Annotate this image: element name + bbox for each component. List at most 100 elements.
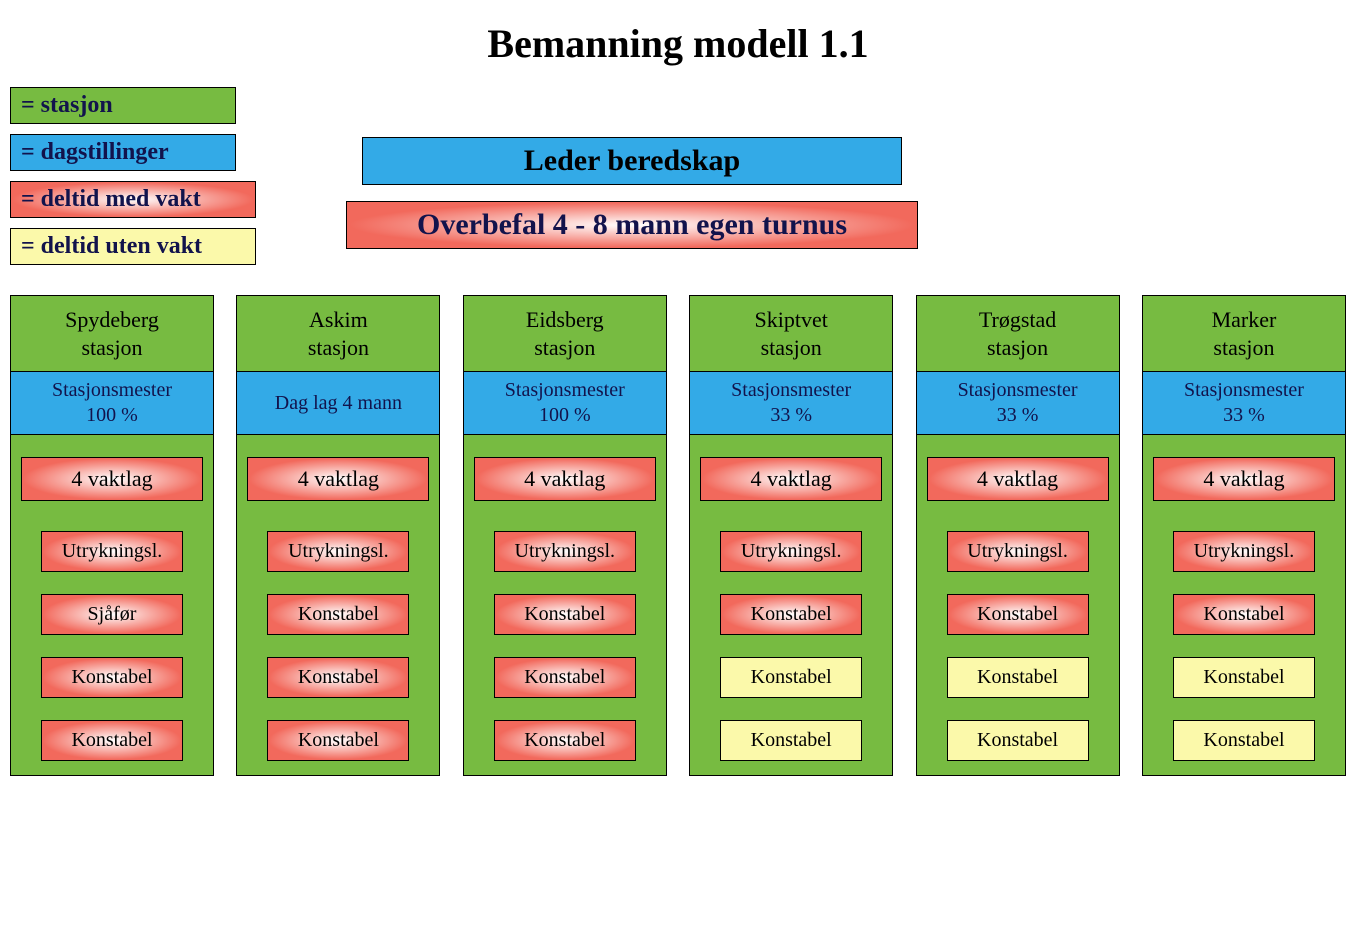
legend: = stasjon = dagstillinger = deltid med vak… [10,87,256,265]
role-box: Utrykningsl. [720,531,862,572]
role-box: Konstabel [947,720,1089,761]
roles-list: Utrykningsl. Konstabel Konstabel Konstabel [237,511,439,775]
role-box: Konstabel [720,657,862,698]
role-box: Konstabel [494,657,636,698]
station-name-line: Trøgstad [921,306,1115,334]
station-column: MarkerstasjonStasjonsmester33 %4 vaktlag… [1142,295,1346,776]
station-dag-line: 33 % [1147,403,1341,428]
roles-list: Utrykningsl. Konstabel Konstabel Konstabel [1143,511,1345,775]
roles-list: Utrykningsl. Konstabel Konstabel Konstabel [917,511,1119,775]
station-dag: Stasjonsmester33 % [917,371,1119,435]
header-box: Leder beredskap [362,137,902,185]
role-box: Konstabel [267,594,409,635]
station-name-line: stasjon [1147,334,1341,362]
vaktlag-box: 4 vaktlag [927,457,1109,501]
role-box: Konstabel [267,657,409,698]
station-dag-line: Stasjonsmester [694,378,888,403]
role-box: Konstabel [41,657,183,698]
role-box: Konstabel [720,720,862,761]
spacer [690,435,892,457]
station-header: Markerstasjon [1143,296,1345,371]
role-box: Utrykningsl. [1173,531,1315,572]
roles-list: Utrykningsl. Konstabel Konstabel Konstabel [464,511,666,775]
station-name-line: Eidsberg [468,306,662,334]
role-box: Utrykningsl. [41,531,183,572]
station-header: Spydebergstasjon [11,296,213,371]
station-name-line: Askim [241,306,435,334]
spacer [1143,435,1345,457]
vaktlag-box: 4 vaktlag [474,457,656,501]
spacer [237,435,439,457]
station-column: TrøgstadstasjonStasjonsmester33 %4 vaktl… [916,295,1120,776]
station-dag: Stasjonsmester100 % [11,371,213,435]
header-box: Overbefal 4 - 8 mann egen turnus [346,201,918,249]
spacer [11,435,213,457]
stations-row: SpydebergstasjonStasjonsmester100 %4 vak… [10,295,1346,776]
role-box: Konstabel [494,720,636,761]
station-dag-line: Stasjonsmester [468,378,662,403]
vaktlag-box: 4 vaktlag [21,457,203,501]
roles-list: Utrykningsl. Konstabel Konstabel Konstabel [690,511,892,775]
vaktlag-box: 4 vaktlag [700,457,882,501]
station-name-line: Skiptvet [694,306,888,334]
legend-item: = deltid uten vakt [10,228,256,265]
station-header: Askimstasjon [237,296,439,371]
station-name-line: Spydeberg [15,306,209,334]
top-area: = stasjon = dagstillinger = deltid med vak… [10,87,1346,265]
role-box: Konstabel [41,720,183,761]
station-name-line: stasjon [15,334,209,362]
station-column: EidsbergstasjonStasjonsmester100 %4 vakt… [463,295,667,776]
station-header: Trøgstadstasjon [917,296,1119,371]
vaktlag-wrap: 4 vaktlag [464,457,666,511]
page-title: Bemanning modell 1.1 [10,20,1346,67]
legend-item: = dagstillinger [10,134,236,171]
legend-item: = stasjon [10,87,236,124]
station-dag-line: 33 % [694,403,888,428]
vaktlag-wrap: 4 vaktlag [690,457,892,511]
station-dag-line: Stasjonsmester [15,378,209,403]
station-dag: Dag lag 4 mann [237,371,439,435]
role-box: Konstabel [267,720,409,761]
vaktlag-wrap: 4 vaktlag [1143,457,1345,511]
vaktlag-box: 4 vaktlag [247,457,429,501]
vaktlag-wrap: 4 vaktlag [917,457,1119,511]
vaktlag-wrap: 4 vaktlag [237,457,439,511]
station-header: Eidsbergstasjon [464,296,666,371]
vaktlag-box: 4 vaktlag [1153,457,1335,501]
spacer [464,435,666,457]
station-dag: Stasjonsmester33 % [690,371,892,435]
station-dag-line: Dag lag 4 mann [241,391,435,416]
station-dag-line: 100 % [468,403,662,428]
station-name-line: stasjon [694,334,888,362]
roles-list: Utrykningsl. Sjåfør Konstabel Konstabel [11,511,213,775]
station-column: SpydebergstasjonStasjonsmester100 %4 vak… [10,295,214,776]
vaktlag-wrap: 4 vaktlag [11,457,213,511]
station-dag-line: Stasjonsmester [1147,378,1341,403]
role-box: Utrykningsl. [494,531,636,572]
role-box: Sjåfør [41,594,183,635]
header-boxes: Leder beredskap Overbefal 4 - 8 mann egen… [346,137,918,249]
role-box: Utrykningsl. [267,531,409,572]
station-name-line: Marker [1147,306,1341,334]
station-dag-line: 33 % [921,403,1115,428]
role-box: Konstabel [1173,720,1315,761]
legend-item: = deltid med vakt [10,181,256,218]
station-column: Askimstasjon Dag lag 4 mann 4 vaktlag Utryk… [236,295,440,776]
station-name-line: stasjon [921,334,1115,362]
station-dag: Stasjonsmester100 % [464,371,666,435]
station-name-line: stasjon [241,334,435,362]
spacer [917,435,1119,457]
role-box: Konstabel [1173,657,1315,698]
station-column: SkiptvetstasjonStasjonsmester33 %4 vaktl… [689,295,893,776]
role-box: Konstabel [1173,594,1315,635]
station-dag-line: 100 % [15,403,209,428]
role-box: Konstabel [947,594,1089,635]
role-box: Konstabel [494,594,636,635]
role-box: Utrykningsl. [947,531,1089,572]
station-dag-line: Stasjonsmester [921,378,1115,403]
station-name-line: stasjon [468,334,662,362]
station-dag: Stasjonsmester33 % [1143,371,1345,435]
role-box: Konstabel [720,594,862,635]
role-box: Konstabel [947,657,1089,698]
station-header: Skiptvetstasjon [690,296,892,371]
